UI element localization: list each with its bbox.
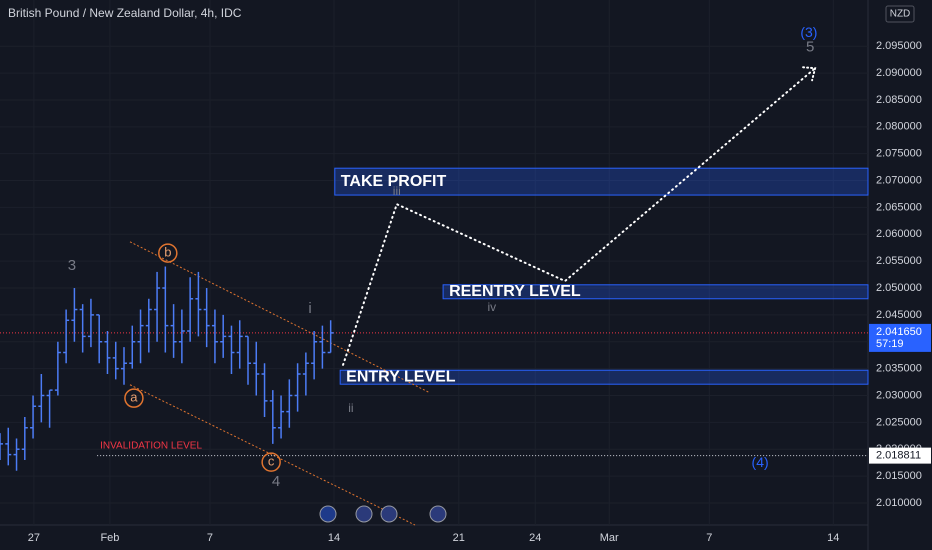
x-tick-label: 14: [328, 532, 340, 544]
wave-circle: [158, 243, 178, 263]
wave-circle: [124, 388, 144, 408]
x-tick-label: 27: [28, 532, 40, 544]
y-tick-label: 2.035000: [876, 363, 922, 375]
x-tick-label: 14: [827, 532, 839, 544]
x-tick-label: 7: [706, 532, 712, 544]
grid: [0, 0, 868, 525]
zone-label: REENTRY LEVEL: [449, 283, 581, 300]
x-tick-label: 7: [207, 532, 213, 544]
wave-label: b: [164, 245, 171, 260]
y-tick-label: 2.045000: [876, 309, 922, 321]
x-tick-label: 21: [453, 532, 465, 544]
wave-label: i: [308, 300, 311, 317]
currency-box: [885, 5, 915, 23]
y-tick-label: 2.050000: [876, 282, 922, 294]
y-tick-label: 2.025000: [876, 416, 922, 428]
x-tick-label: Mar: [600, 532, 619, 544]
wave-label: (3): [800, 24, 817, 40]
x-tick-label: Feb: [100, 532, 119, 544]
y-tick-label: 2.095000: [876, 40, 922, 52]
countdown-label: 57:19: [876, 338, 904, 350]
wave-label: c: [268, 454, 275, 469]
y-tick-label: 2.015000: [876, 470, 922, 482]
wave-label: 3: [68, 257, 76, 274]
channel-line: [129, 384, 416, 526]
last-price-box: [869, 323, 931, 352]
y-tick-label: 2.010000: [876, 497, 922, 509]
y-tick-label: 2.085000: [876, 94, 922, 106]
y-tick-label: 2.080000: [876, 121, 922, 133]
x-tick-label: 24: [529, 532, 541, 544]
y-tick-label: 2.065000: [876, 201, 922, 213]
currency-label: NZD: [890, 9, 911, 20]
y-tick-label: 2.060000: [876, 228, 922, 240]
plot: [0, 66, 869, 526]
invalidation-price-label: 2.018811: [876, 450, 921, 462]
y-tick-label: 2.090000: [876, 67, 922, 79]
y-tick-label: 2.055000: [876, 255, 922, 267]
wave-circle: [261, 452, 281, 472]
y-tick-label: 2.070000: [876, 174, 922, 186]
chart-title: British Pound / New Zealand Dollar, 4h, …: [8, 6, 242, 20]
y-tick-label: 2.075000: [876, 148, 922, 160]
zone-label: TAKE PROFIT: [341, 173, 447, 190]
zone: [442, 284, 869, 300]
projection-arrowhead: [802, 66, 817, 82]
y-tick-label: 2.030000: [876, 389, 922, 401]
wave-label: a: [130, 390, 138, 405]
event-icons: [319, 505, 447, 523]
wave-label: 5: [806, 38, 814, 55]
zone-label: ENTRY LEVEL: [346, 368, 456, 385]
wave-label: iii: [393, 184, 401, 198]
zone: [334, 167, 869, 196]
projection-path: [342, 67, 817, 366]
wave-label: (4): [752, 454, 769, 470]
wave-label: 4: [272, 473, 280, 490]
wave-label: iv: [488, 300, 497, 314]
invalidation-price-box: [869, 447, 931, 464]
last-price-label: 2.041650: [876, 326, 922, 338]
zone: [339, 369, 869, 385]
wave-label: ii: [348, 401, 353, 415]
invalidation-label: INVALIDATION LEVEL: [100, 440, 202, 451]
